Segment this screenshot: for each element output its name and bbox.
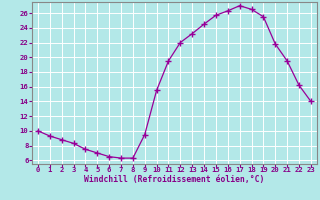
X-axis label: Windchill (Refroidissement éolien,°C): Windchill (Refroidissement éolien,°C) bbox=[84, 175, 265, 184]
